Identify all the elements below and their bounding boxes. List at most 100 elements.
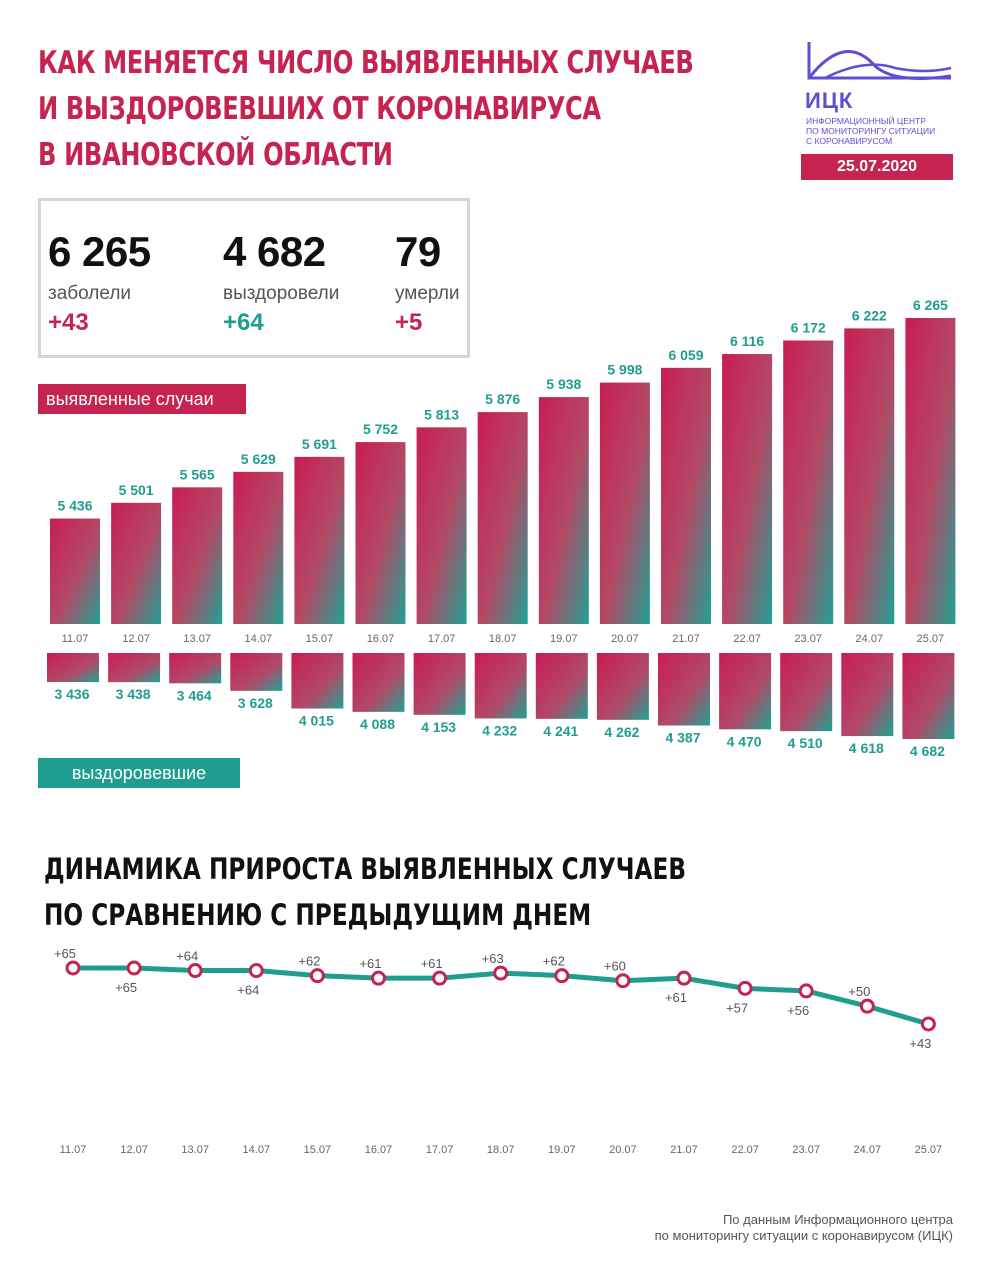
cases-bar: [722, 354, 773, 624]
recovered-bar: [474, 653, 527, 719]
cases-data-label: 5 876: [485, 391, 520, 407]
cases-bar: [50, 518, 100, 624]
x-tick-label: 24.07: [856, 633, 884, 645]
recovered-data-label: 3 464: [177, 687, 212, 703]
logo-subtitle-line: ПО МОНИТОРИНГУ СИТУАЦИИ: [806, 126, 936, 136]
x-tick-label: 19.07: [548, 1144, 576, 1156]
growth-point: [859, 998, 875, 1014]
recovered-bar: [596, 653, 649, 720]
logo-subtitle: ИНФОРМАЦИОННЫЙ ЦЕНТР ПО МОНИТОРИНГУ СИТУ…: [806, 116, 935, 146]
stat-cases: 6 265 заболели +43: [48, 229, 151, 337]
recovered-data-label: 4 262: [604, 724, 639, 740]
x-tick-label: 13.07: [183, 633, 211, 645]
page-title-line: И ВЫЗДОРОВЕВШИХ ОТ КОРОНАВИРУСА: [38, 91, 601, 127]
cases-bar: [661, 367, 711, 624]
cases-data-label: 5 629: [241, 451, 276, 467]
recovered-data-label: 4 241: [543, 723, 578, 739]
growth-data-label: +56: [787, 1003, 809, 1018]
cases-data-label: 6 172: [791, 319, 826, 335]
summary-box: 6 265 заболели +43 4 682 выздоровели +64…: [38, 198, 470, 358]
x-tick-label: 16.07: [365, 1144, 393, 1156]
growth-data-label: +50: [848, 984, 870, 999]
stat-recovered-label: выздоровели: [223, 283, 340, 304]
line-chart-title: ДИНАМИКА ПРИРОСТА ВЫЯВЛЕННЫХ СЛУЧАЕВ ПО …: [44, 846, 686, 938]
x-tick-label: 17.07: [428, 633, 456, 645]
growth-data-label: +61: [665, 990, 687, 1005]
recovered-data-label: 4 088: [360, 716, 395, 732]
cases-data-label: 5 752: [363, 421, 398, 437]
x-tick-label: 15.07: [304, 1144, 332, 1156]
growth-point: [798, 983, 814, 999]
recovered-data-label: 3 628: [238, 695, 273, 711]
x-tick-label: 21.07: [672, 633, 700, 645]
recovered-bar: [719, 653, 772, 730]
growth-point: [493, 965, 509, 981]
growth-data-label: +65: [115, 980, 137, 995]
recovered-bar: [780, 653, 833, 732]
x-tick-label: 24.07: [854, 1144, 882, 1156]
source-note: По данным Информационного центра по мони…: [655, 1212, 953, 1244]
x-tick-label: 25.07: [915, 1144, 943, 1156]
recovered-data-label: 4 470: [727, 733, 762, 749]
date-badge: 25.07.2020: [801, 154, 953, 180]
recovered-bar: [841, 653, 894, 737]
cases-bar: [844, 328, 895, 624]
cases-bar: [599, 382, 650, 624]
stat-cases-delta: +43: [48, 309, 89, 336]
source-line: По данным Информационного центра: [722, 1212, 953, 1227]
x-tick-label: 11.07: [62, 633, 89, 645]
growth-data-label: +64: [237, 983, 259, 998]
growth-point: [371, 970, 386, 986]
cases-bar: [538, 397, 589, 624]
recovered-bar: [535, 653, 588, 719]
x-tick-label: 20.07: [611, 633, 639, 645]
x-tick-label: 20.07: [609, 1144, 637, 1156]
growth-data-label: +43: [909, 1036, 931, 1051]
cases-bar: [172, 487, 223, 624]
recovered-bar: [413, 653, 466, 715]
growth-data-label: +57: [726, 1000, 748, 1015]
stat-cases-value: 6 265: [48, 228, 151, 275]
x-tick-label: 18.07: [489, 633, 517, 645]
cases-data-label: 5 436: [57, 498, 92, 514]
x-tick-label: 16.07: [367, 633, 395, 645]
stat-deaths-value: 79: [395, 228, 441, 275]
growth-point: [65, 960, 81, 976]
recovered-data-label: 3 436: [54, 686, 89, 702]
recovered-bar: [108, 653, 161, 683]
cases-data-label: 5 501: [119, 482, 154, 498]
cases-bar: [111, 502, 162, 624]
cases-bar: [294, 456, 345, 624]
cases-data-label: 5 813: [424, 406, 459, 422]
stat-deaths-label: умерли: [395, 283, 460, 304]
recovered-data-label: 4 232: [482, 722, 517, 738]
recovered-data-label: 4 153: [421, 719, 456, 735]
growth-point: [737, 980, 753, 996]
recovered-bar: [902, 653, 955, 739]
cases-data-label: 5 938: [546, 376, 581, 392]
source-line: по мониторингу ситуации с коронавирусом …: [654, 1228, 953, 1243]
stat-deaths: 79 умерли +5: [395, 229, 460, 337]
x-tick-label: 12.07: [120, 1144, 148, 1156]
cases-bar: [355, 442, 406, 624]
recovered-bar: [352, 653, 405, 712]
stat-cases-label: заболели: [48, 283, 132, 304]
growth-point: [309, 968, 325, 984]
cases-bar: [905, 318, 956, 624]
cases-bar: [783, 340, 834, 624]
stat-recovered-value: 4 682: [223, 228, 326, 275]
recovered-data-label: 4 510: [788, 735, 823, 751]
logo-subtitle-line: ИНФОРМАЦИОННЫЙ ЦЕНТР: [806, 116, 926, 126]
growth-data-label: +63: [482, 951, 504, 966]
stat-deaths-delta: +5: [395, 309, 423, 336]
legend-recovered: выздоровевшие: [38, 758, 240, 788]
cases-data-label: 5 691: [302, 436, 337, 452]
recovered-bar: [658, 653, 710, 726]
growth-point: [248, 963, 264, 979]
recovered-bar: [230, 653, 283, 691]
cases-data-label: 5 565: [180, 466, 215, 482]
page-title-line: КАК МЕНЯЕТСЯ ЧИСЛО ВЫЯВЛЕННЫХ СЛУЧАЕВ: [38, 45, 694, 81]
recovered-data-label: 4 682: [910, 743, 945, 759]
growth-point: [920, 1016, 936, 1032]
recovered-data-label: 4 618: [849, 740, 884, 756]
